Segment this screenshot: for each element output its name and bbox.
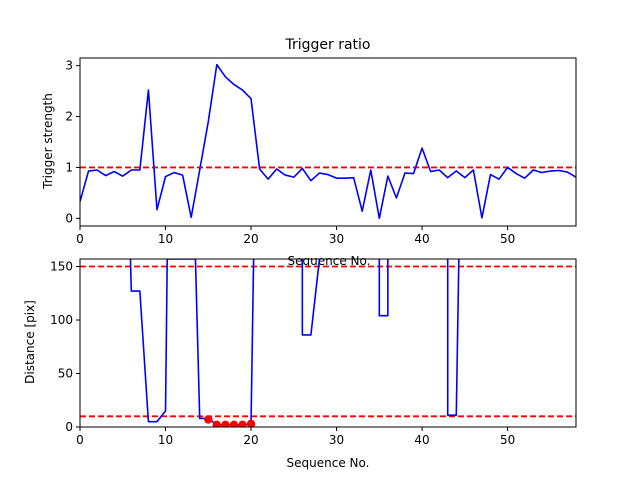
axes-frame xyxy=(79,57,577,227)
series-line-2 xyxy=(378,259,389,317)
y-tick-label-0: 0 xyxy=(65,420,73,434)
x-axis-label-bottom: Sequence No. xyxy=(287,456,370,470)
y-tick-label-2: 100 xyxy=(50,313,73,327)
y-tick-label-3: 150 xyxy=(50,259,73,273)
series-line-3 xyxy=(446,259,460,417)
x-tick-label-0: 0 xyxy=(76,433,84,447)
trigger-ratio-panel: Trigger ratio 0 10 20 30 40 50 0 1 2 3 Sequence N… xyxy=(41,37,577,268)
trigger-ratio-plot-area: 0 10 20 30 40 50 0 1 2 3 xyxy=(65,57,577,246)
data-point-4-5 xyxy=(246,419,256,427)
data-point-4-4 xyxy=(238,420,247,427)
y-axis-label-top: Trigger strength xyxy=(41,93,55,190)
x-tick-label-2: 20 xyxy=(243,232,258,246)
plot-series-group xyxy=(80,63,576,220)
distance-plot-area: 0 10 20 30 40 50 0 50 100 150 xyxy=(50,258,577,447)
data-point-4-2 xyxy=(221,420,230,427)
axes-frame xyxy=(79,258,577,428)
distance-panel: 0 10 20 30 40 50 0 50 100 150 Sequence No. Distan… xyxy=(23,258,577,470)
y-tick-label-1: 50 xyxy=(58,366,73,380)
x-tick-label-4: 40 xyxy=(414,433,429,447)
chart-title: Trigger ratio xyxy=(284,37,370,53)
series-line-1 xyxy=(301,259,321,336)
y-tick-label-2: 2 xyxy=(65,110,73,124)
x-tick-label-3: 30 xyxy=(329,433,344,447)
x-tick-label-0: 0 xyxy=(76,232,84,246)
y-axis-label-bottom: Distance [pix] xyxy=(23,300,37,384)
data-point-4-1 xyxy=(212,420,222,427)
x-tick-label-1: 10 xyxy=(158,433,173,447)
data-point-4-0 xyxy=(204,415,213,424)
x-axis-label-top: Sequence No. xyxy=(288,254,371,268)
x-tick-label-5: 50 xyxy=(500,433,515,447)
x-tick-label-5: 50 xyxy=(500,232,515,246)
y-tick-label-0: 0 xyxy=(65,211,73,225)
x-tick-label-3: 30 xyxy=(329,232,344,246)
x-tick-label-2: 20 xyxy=(243,433,258,447)
series-line-0 xyxy=(129,259,255,426)
data-point-4-3 xyxy=(229,420,239,427)
x-tick-label-1: 10 xyxy=(158,232,173,246)
y-tick-label-3: 3 xyxy=(65,59,73,73)
series-line-0 xyxy=(80,63,576,220)
plot-series-group xyxy=(80,259,576,427)
y-tick-label-1: 1 xyxy=(65,160,73,174)
x-tick-label-4: 40 xyxy=(414,232,429,246)
